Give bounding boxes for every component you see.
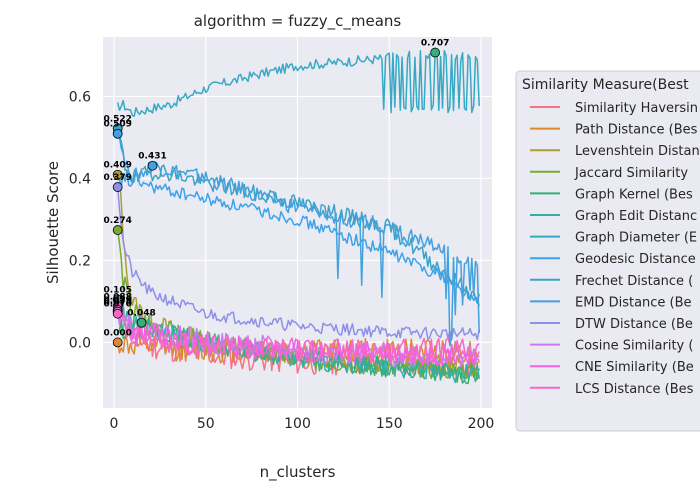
x-tick-label: 150: [376, 416, 403, 432]
best-value-label: 0.075: [103, 298, 131, 308]
best-point-marker: [147, 160, 158, 171]
series-line: [117, 308, 480, 364]
x-tick-label: 0: [110, 416, 119, 432]
legend-item-label: Path Distance (Bes: [575, 123, 698, 138]
best-point-marker: [112, 225, 123, 235]
legend-item-label: CNE Similarity (Be: [575, 360, 694, 375]
legend-item-label: EMD Distance (Be: [575, 295, 692, 310]
legend-box: [515, 70, 700, 432]
y-tick-label: 0.4: [69, 171, 91, 187]
x-tick-label: 100: [284, 416, 311, 432]
x-tick-label: 200: [468, 416, 495, 432]
best-point-marker: [430, 47, 441, 58]
best-point-marker: [112, 308, 123, 319]
y-tick-label: 0.2: [69, 253, 91, 269]
legend-item-label: DTW Distance (Be: [575, 317, 693, 332]
best-value-label: 0.707: [421, 39, 449, 49]
y-tick-label: 0.0: [69, 335, 91, 351]
best-point-marker: [112, 128, 123, 139]
legend-item-label: Geodesic Distance: [575, 252, 696, 267]
legend-item-label: Graph Edit Distanc: [575, 209, 697, 224]
best-value-label: 0.070: [103, 300, 131, 310]
best-value-label: 0.509: [103, 120, 131, 130]
x-axis-label: n_clusters: [260, 463, 336, 482]
best-value-label: 0.522: [103, 114, 131, 124]
best-value-label: 0.431: [138, 152, 166, 162]
best-value-label: 0.000: [103, 328, 131, 338]
y-tick-label: 0.6: [69, 89, 91, 105]
best-value-label: 0.379: [103, 173, 131, 183]
y-tick-labels: 0.0 0.2 0.4 0.6: [69, 89, 91, 351]
legend-item-label: Graph Diameter (E: [575, 231, 697, 246]
series-line: [117, 133, 480, 307]
x-tick-label: 50: [197, 416, 215, 432]
best-value-label: 0.274: [103, 216, 131, 226]
best-point-marker: [112, 337, 123, 348]
best-value-label: 0.105: [103, 285, 131, 295]
series-line: [116, 49, 480, 117]
series-line: [116, 186, 480, 341]
series-lines: [116, 49, 480, 385]
legend-title: Similarity Measure(Best: [522, 77, 689, 93]
legend-item-label: Similarity Haversin: [575, 101, 698, 116]
best-value-label: 0.409: [103, 161, 131, 171]
best-value-label: 0.048: [127, 309, 155, 319]
best-value-label: 0.079: [103, 296, 131, 306]
legend: Similarity Measure(Best Similarity Haver…: [515, 70, 700, 432]
legend-item-label: Graph Kernel (Bes: [575, 187, 693, 202]
best-point-marker: [112, 182, 123, 192]
y-axis-label: Silhouette Score: [44, 161, 62, 284]
best-point-marker: [112, 169, 123, 180]
legend-item-label: Frechet Distance (: [575, 274, 693, 289]
legend-item-label: Levenshtein Distan: [575, 144, 700, 159]
chart-title: algorithm = fuzzy_c_means: [194, 12, 402, 31]
legend-item-label: Jaccard Similarity: [574, 166, 688, 181]
best-point-marker: [136, 317, 147, 328]
x-tick-labels: 0 50 100 150 200: [110, 416, 495, 432]
legend-item-label: Cosine Similarity (: [575, 339, 693, 354]
legend-item-label: LCS Distance (Bes: [575, 382, 694, 397]
series-line: [117, 161, 480, 347]
best-value-label: 0.088: [103, 292, 131, 302]
